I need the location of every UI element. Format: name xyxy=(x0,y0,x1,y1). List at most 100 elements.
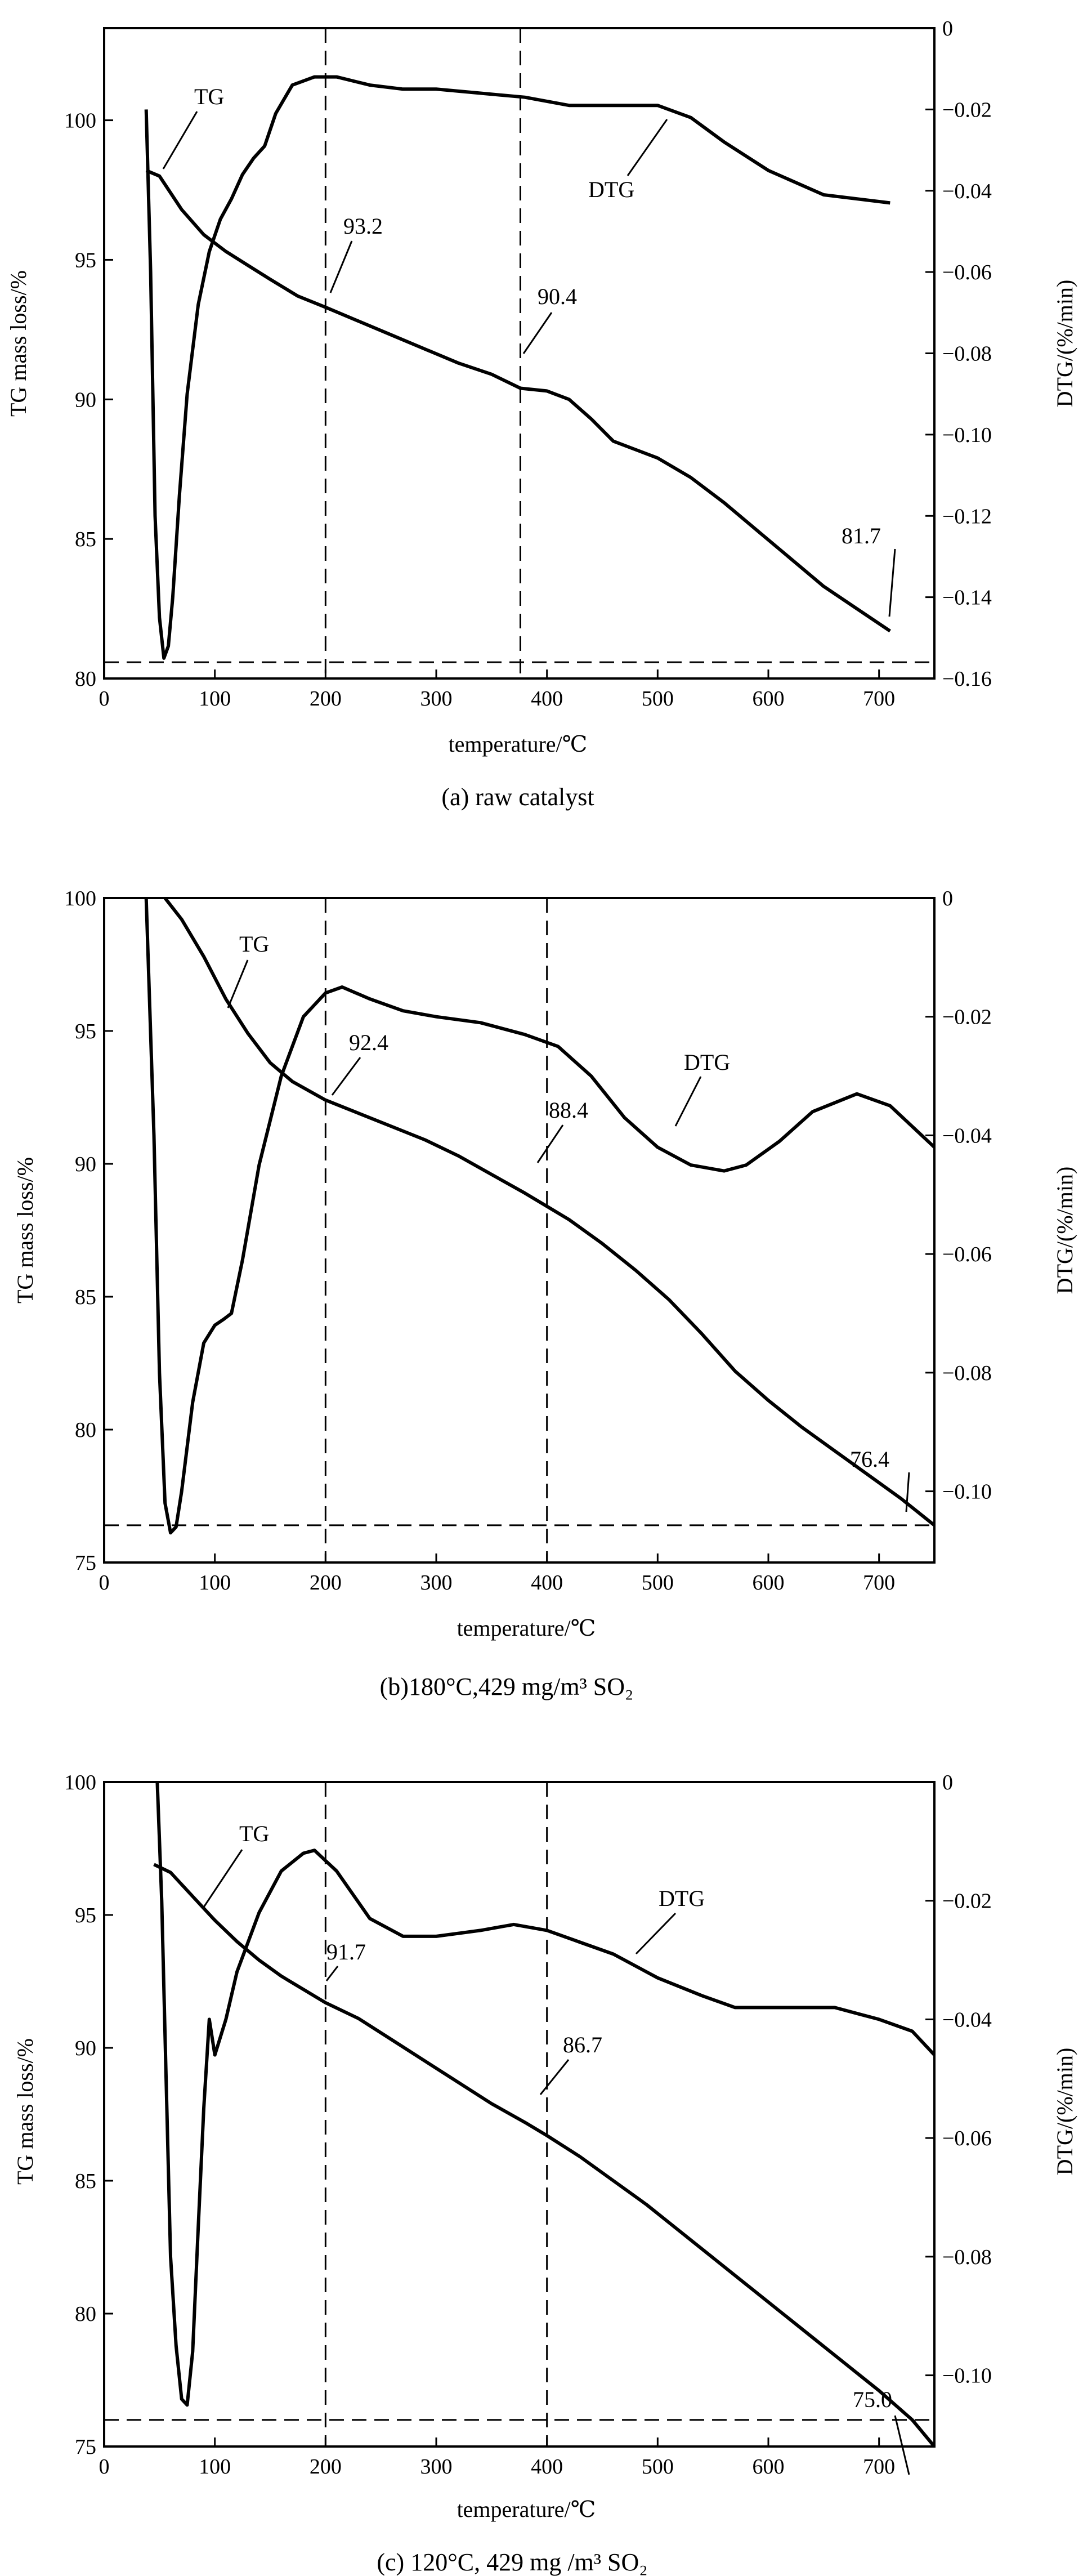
left-y-tick-label: 85 xyxy=(75,1285,96,1309)
right-y-tick-label: −0.10 xyxy=(942,2364,992,2388)
x-tick-label: 200 xyxy=(310,1571,342,1595)
dtg-leader xyxy=(635,1912,677,1955)
x-tick-label: 100 xyxy=(199,1571,231,1595)
x-axis-title: temperature/℃ xyxy=(449,731,588,757)
annotation-90-4: 90.4 xyxy=(538,284,577,309)
x-tick-label: 0 xyxy=(99,1571,110,1595)
plot-border xyxy=(103,1781,936,2448)
left-y-axis-ticks: 75 80 85 90 95 100 xyxy=(64,887,113,1575)
plot-frame xyxy=(103,897,936,1564)
x-tick-label: 300 xyxy=(420,2455,453,2479)
reference-lines xyxy=(104,1782,934,2446)
left-y-tick-label: 95 xyxy=(75,248,96,272)
annotation-93-2: 93.2 xyxy=(343,213,383,239)
x-tick-label: 300 xyxy=(420,687,453,711)
annotation-88-4: 88.4 xyxy=(549,1097,588,1123)
x-tick-label: 500 xyxy=(642,2455,674,2479)
right-y-tick-label: −0.14 xyxy=(942,586,992,610)
annotation-86-7-leader xyxy=(539,2059,570,2095)
right-y-tick-label: −0.10 xyxy=(942,423,992,447)
panel-c: 0 100 200 300 400 500 600 700 75 80 85 90 95 100 0 −0… xyxy=(12,1771,1077,2576)
left-y-axis-ticks: 80 85 90 95 100 xyxy=(64,109,113,691)
annotation-86-7: 86.7 xyxy=(563,2032,602,2057)
reference-lines xyxy=(104,898,934,1562)
tg-leader xyxy=(202,1849,243,1909)
right-y-axis-ticks: 0 −0.02 −0.04 −0.06 −0.08 −0.10 −0.12 −0.14 −0.1… xyxy=(925,17,992,691)
left-y-tick-label: 80 xyxy=(75,1418,96,1442)
annotation-76-4: 76.4 xyxy=(850,1447,889,1472)
annotation-90-4-leader xyxy=(522,312,553,354)
right-y-tick-label: −0.04 xyxy=(942,2008,992,2032)
x-tick-label: 100 xyxy=(199,687,231,711)
reference-lines xyxy=(104,28,934,678)
dtg-series-label: DTG xyxy=(684,1050,730,1075)
annotation-76-4-leader xyxy=(905,1472,910,1512)
left-y-axis-title: TG mass loss/% xyxy=(12,2038,38,2185)
dtg-series-label: DTG xyxy=(659,1886,705,1911)
tg-series-line xyxy=(145,169,891,633)
annotation-75-0-leader xyxy=(894,2415,910,2475)
tg-series-label: TG xyxy=(194,84,224,109)
dtg-leader xyxy=(626,119,668,176)
left-y-axis-title: TG mass loss/% xyxy=(12,1157,38,1303)
panel-a: 0 100 200 300 400 500 600 700 80 85 90 95 100 0 −0.0… xyxy=(6,17,1077,811)
x-tick-label: 400 xyxy=(531,2455,563,2479)
dtg-leader xyxy=(674,1076,702,1127)
plot-frame xyxy=(103,1781,936,2448)
left-y-tick-label: 95 xyxy=(75,1020,96,1043)
left-y-axis-title: TG mass loss/% xyxy=(6,270,31,417)
right-y-tick-label: −0.06 xyxy=(942,2127,992,2150)
right-y-tick-label: −0.02 xyxy=(942,1006,992,1029)
right-y-axis-ticks: 0 −0.02 −0.04 −0.06 −0.08 −0.10 xyxy=(925,1771,992,2388)
dtg-series-line xyxy=(144,898,936,1535)
tg-leader xyxy=(227,959,249,1008)
panel-caption: (b)180°C,429 mg/m³ SO₂ xyxy=(380,1673,634,1700)
dtg-series-line xyxy=(144,75,890,660)
x-tick-label: 500 xyxy=(642,1571,674,1595)
left-y-tick-label: 90 xyxy=(75,1153,96,1176)
x-tick-label: 700 xyxy=(863,1571,895,1595)
right-y-tick-label: −0.08 xyxy=(942,2245,992,2269)
annotation-93-2-leader xyxy=(329,240,353,293)
right-y-tick-label: −0.06 xyxy=(942,1243,992,1266)
right-y-tick-label: −0.06 xyxy=(942,261,992,284)
tg-series-label: TG xyxy=(239,1821,269,1846)
left-y-tick-label: 100 xyxy=(64,887,96,910)
annotation-81-7: 81.7 xyxy=(842,523,881,548)
right-y-tick-label: 0 xyxy=(942,1771,953,1794)
annotation-91-7-leader xyxy=(325,1966,339,1981)
left-y-tick-label: 75 xyxy=(75,2435,96,2459)
left-y-tick-label: 85 xyxy=(75,2169,96,2193)
left-y-tick-label: 100 xyxy=(64,109,96,133)
x-tick-label: 0 xyxy=(99,2455,110,2479)
x-tick-label: 700 xyxy=(863,2455,895,2479)
x-tick-label: 200 xyxy=(310,687,342,711)
left-y-tick-label: 95 xyxy=(75,1904,96,1927)
x-tick-label: 700 xyxy=(863,687,895,711)
left-y-tick-label: 80 xyxy=(75,667,96,691)
annotation-92-4: 92.4 xyxy=(349,1030,388,1055)
right-y-tick-label: 0 xyxy=(942,17,953,41)
x-tick-label: 600 xyxy=(753,2455,785,2479)
right-y-tick-label: 0 xyxy=(942,887,953,910)
left-y-axis-ticks: 75 80 85 90 95 100 xyxy=(64,1771,113,2459)
tg-leader xyxy=(162,111,198,169)
x-tick-label: 300 xyxy=(420,1571,453,1595)
x-tick-label: 600 xyxy=(753,1571,785,1595)
left-y-tick-label: 90 xyxy=(75,388,96,412)
right-y-tick-label: −0.12 xyxy=(942,505,992,528)
right-y-tick-label: −0.10 xyxy=(942,1480,992,1504)
right-y-tick-label: −0.02 xyxy=(942,1890,992,1913)
right-y-tick-label: −0.08 xyxy=(942,342,992,366)
annotation-88-4-leader xyxy=(536,1124,564,1163)
x-tick-label: 400 xyxy=(531,687,563,711)
right-y-tick-label: −0.04 xyxy=(942,1124,992,1148)
x-axis-ticks: 0 100 200 300 400 500 600 700 xyxy=(99,669,895,711)
panel-b: 0 100 200 300 400 500 600 700 75 80 85 90 95 100 0 −0… xyxy=(12,887,1077,1700)
annotation-75-0: 75.0 xyxy=(853,2387,892,2412)
x-tick-label: 500 xyxy=(642,687,674,711)
x-axis-title: temperature/℃ xyxy=(457,1615,596,1641)
right-y-axis-title: DTG/(%/min) xyxy=(1052,2048,1077,2176)
x-axis-ticks: 0 100 200 300 400 500 600 700 xyxy=(99,1553,895,1595)
